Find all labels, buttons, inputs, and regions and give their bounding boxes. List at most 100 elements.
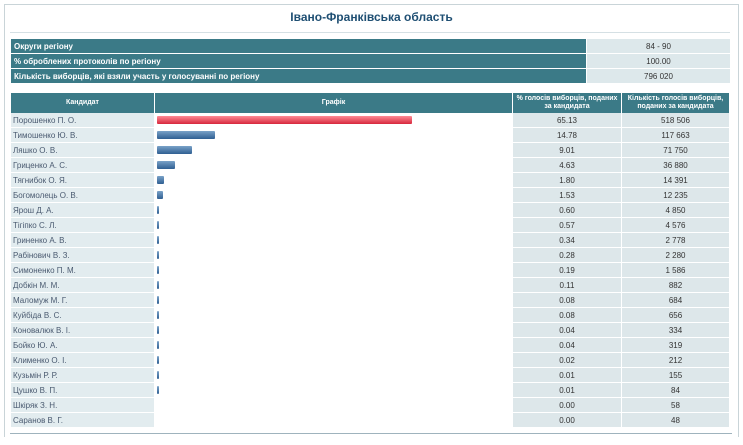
candidate-name[interactable]: Цушко В. П.: [11, 382, 155, 398]
candidate-name[interactable]: Порошенко П. О.: [11, 113, 155, 128]
candidate-name[interactable]: Гриненко А. В.: [11, 232, 155, 248]
candidate-pct: 0.57: [512, 217, 622, 233]
candidate-name[interactable]: Добкін М. М.: [11, 277, 155, 293]
candidate-votes: 117 663: [621, 127, 730, 143]
candidate-name[interactable]: Бойко Ю. А.: [11, 337, 155, 353]
candidate-votes: 71 750: [621, 142, 730, 158]
candidate-pct: 4.63: [512, 157, 622, 173]
candidate-votes: 4 850: [621, 202, 730, 218]
vote-share-bar: [157, 176, 165, 184]
results-header-row: Кандидат Графік % голосів виборців, пода…: [11, 93, 730, 113]
candidate-row: Бойко Ю. А. 0.04 319: [11, 337, 730, 353]
candidate-pct: 0.04: [512, 337, 622, 353]
candidate-name[interactable]: Тягнибок О. Я.: [11, 172, 155, 188]
candidate-graph-cell: [154, 232, 513, 248]
candidate-graph-cell: [154, 292, 513, 308]
candidate-row: Саранов В. Г. 0.00 48: [11, 412, 730, 428]
candidate-votes: 36 880: [621, 157, 730, 173]
candidate-votes: 4 576: [621, 217, 730, 233]
summary-row: Кількість виборців, які взяли участь у г…: [11, 68, 730, 84]
candidate-graph-cell: [154, 247, 513, 263]
header-votes[interactable]: Кількість голосів виборців, поданих за к…: [621, 93, 730, 113]
candidate-votes: 58: [621, 397, 730, 413]
vote-share-bar: [157, 311, 159, 319]
candidate-name[interactable]: Ляшко О. В.: [11, 142, 155, 158]
vote-share-bar: [157, 356, 159, 364]
candidate-votes: 882: [621, 277, 730, 293]
vote-share-bar: [157, 296, 159, 304]
candidate-pct: 0.11: [512, 277, 622, 293]
candidate-graph-cell: [154, 412, 513, 428]
candidate-graph-cell: [154, 367, 513, 383]
candidate-pct: 1.53: [512, 187, 622, 203]
candidate-row: Гриценко А. С. 4.63 36 880: [11, 157, 730, 173]
candidate-name[interactable]: Рабінович В. З.: [11, 247, 155, 263]
candidate-row: Ляшко О. В. 9.01 71 750: [11, 142, 730, 158]
vote-share-bar: [157, 266, 159, 274]
candidate-pct: 0.01: [512, 367, 622, 383]
candidate-votes: 684: [621, 292, 730, 308]
page-frame: [4, 4, 739, 437]
candidate-votes: 656: [621, 307, 730, 323]
candidate-votes: 84: [621, 382, 730, 398]
candidate-name[interactable]: Саранов В. Г.: [11, 412, 155, 428]
header-pct[interactable]: % голосів виборців, поданих за кандидата: [512, 93, 622, 113]
candidate-graph-cell: [154, 113, 513, 128]
vote-share-bar: [157, 371, 159, 379]
candidate-votes: 518 506: [621, 113, 730, 128]
candidate-graph-cell: [154, 322, 513, 338]
candidate-name[interactable]: Богомолець О. В.: [11, 187, 155, 203]
candidate-graph-cell: [154, 397, 513, 413]
vote-share-bar: [157, 221, 160, 229]
candidate-name[interactable]: Ярош Д. А.: [11, 202, 155, 218]
candidate-pct: 0.02: [512, 352, 622, 368]
candidate-row: Гриненко А. В. 0.34 2 778: [11, 232, 730, 248]
candidate-name[interactable]: Тігіпко С. Л.: [11, 217, 155, 233]
candidate-pct: 0.08: [512, 307, 622, 323]
candidate-graph-cell: [154, 277, 513, 293]
summary-row: % оброблених протоколів по регіону 100.0…: [11, 53, 730, 69]
candidate-name[interactable]: Кузьмін Р. Р.: [11, 367, 155, 383]
candidate-votes: 212: [621, 352, 730, 368]
candidate-votes: 155: [621, 367, 730, 383]
results-body: Порошенко П. О. 65.13 518 506 Тимошенко Ю. …: [11, 113, 730, 428]
candidate-row: Цушко В. П. 0.01 84: [11, 382, 730, 398]
candidate-row: Добкін М. М. 0.11 882: [11, 277, 730, 293]
candidate-votes: 12 235: [621, 187, 730, 203]
candidate-graph-cell: [154, 352, 513, 368]
candidate-name[interactable]: Куйбіда В. С.: [11, 307, 155, 323]
candidate-graph-cell: [154, 382, 513, 398]
candidate-name[interactable]: Тимошенко Ю. В.: [11, 127, 155, 143]
vote-share-bar: [157, 131, 215, 139]
candidate-name[interactable]: Коновалюк В. І.: [11, 322, 155, 338]
candidate-name[interactable]: Маломуж М. Г.: [11, 292, 155, 308]
candidate-name[interactable]: Гриценко А. С.: [11, 157, 155, 173]
candidate-name[interactable]: Шкіряк З. Н.: [11, 397, 155, 413]
bottom-divider: [10, 433, 732, 434]
vote-share-bar: [157, 236, 159, 244]
header-graph: Графік: [154, 93, 513, 113]
candidate-row: Порошенко П. О. 65.13 518 506: [11, 113, 730, 128]
candidate-name[interactable]: Симоненко П. М.: [11, 262, 155, 278]
candidate-votes: 2 280: [621, 247, 730, 263]
candidate-graph-cell: [154, 202, 513, 218]
vote-share-bar: [157, 326, 159, 334]
candidate-row: Ярош Д. А. 0.60 4 850: [11, 202, 730, 218]
candidate-graph-cell: [154, 307, 513, 323]
vote-share-bar: [157, 191, 163, 199]
candidate-row: Коновалюк В. І. 0.04 334: [11, 322, 730, 338]
candidate-pct: 9.01: [512, 142, 622, 158]
candidate-graph-cell: [154, 217, 513, 233]
header-candidate[interactable]: Кандидат: [11, 93, 155, 113]
candidate-name[interactable]: Клименко О. І.: [11, 352, 155, 368]
summary-label: Округи регіону: [11, 39, 587, 54]
candidate-pct: 65.13: [512, 113, 622, 128]
candidate-row: Куйбіда В. С. 0.08 656: [11, 307, 730, 323]
candidate-votes: 319: [621, 337, 730, 353]
summary-label: Кількість виборців, які взяли участь у г…: [11, 68, 587, 84]
region-summary-table: Округи регіону 84 - 90 % оброблених прот…: [11, 39, 730, 84]
candidate-votes: 334: [621, 322, 730, 338]
candidate-graph-cell: [154, 142, 513, 158]
vote-share-bar: [157, 341, 159, 349]
page-title: Івано-Франківська область: [290, 10, 453, 24]
